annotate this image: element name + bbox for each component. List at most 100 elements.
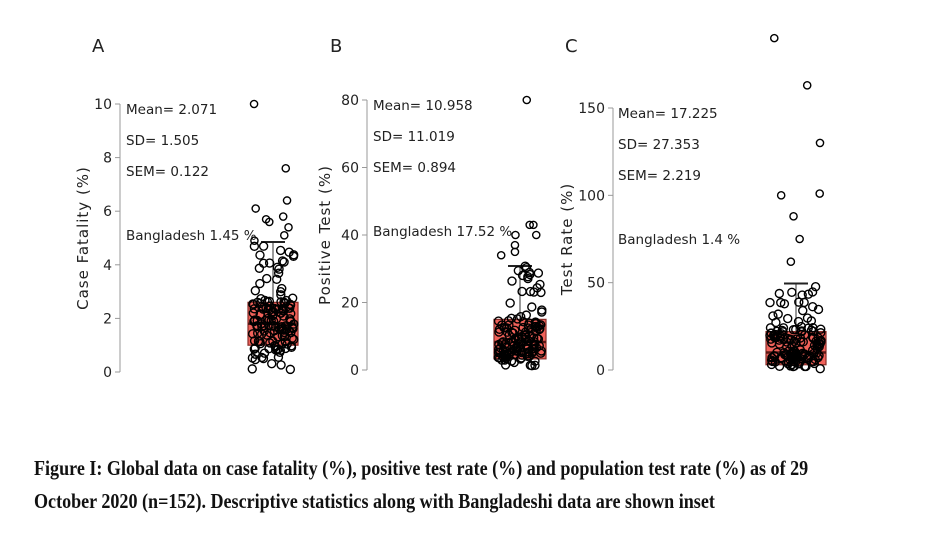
data-point xyxy=(517,270,528,281)
data-point xyxy=(247,364,257,374)
data-point xyxy=(250,354,261,365)
data-point xyxy=(265,305,275,315)
data-point xyxy=(797,290,807,300)
data-point xyxy=(249,316,259,326)
data-point xyxy=(275,245,286,256)
panel-a: A 0 2 4 6 8 10 Case Fatality (%) Mean= 2.071 SD= … xyxy=(74,36,299,381)
data-point xyxy=(267,358,277,369)
data-point xyxy=(285,316,296,327)
y-axis-label: Test Rate (%) xyxy=(558,183,576,296)
data-point xyxy=(252,328,263,338)
data-point xyxy=(782,342,792,352)
data-point xyxy=(796,327,807,337)
y-tick-label: 4 xyxy=(103,258,112,274)
stat-text: SEM= 0.894 xyxy=(373,160,456,176)
data-point xyxy=(499,322,509,333)
outlier-point xyxy=(281,164,291,173)
data-point xyxy=(279,257,289,267)
data-point xyxy=(772,330,783,340)
data-point xyxy=(533,334,544,344)
outlier-point xyxy=(282,196,292,205)
data-point xyxy=(272,274,282,284)
data-point xyxy=(286,342,297,353)
data-point xyxy=(785,334,795,344)
data-point xyxy=(787,287,797,297)
data-point xyxy=(250,285,261,296)
data-point xyxy=(274,264,284,274)
data-point xyxy=(247,329,258,339)
data-point xyxy=(796,337,806,347)
data-point xyxy=(276,290,286,300)
outlier-point xyxy=(249,99,259,109)
data-point xyxy=(773,309,783,319)
y-tick-label: 2 xyxy=(103,311,112,327)
y-tick-label: 80 xyxy=(341,93,359,109)
outlier-point xyxy=(525,220,534,230)
y-tick-label: 20 xyxy=(341,296,359,312)
outlier-point xyxy=(279,231,289,240)
y-tick-label: 150 xyxy=(578,101,605,117)
data-point xyxy=(531,319,541,329)
panel-label: B xyxy=(330,36,342,57)
data-point xyxy=(249,344,260,354)
data-point xyxy=(808,322,818,333)
data-point xyxy=(523,341,533,351)
panel-label: A xyxy=(92,36,105,57)
bangladesh-annotation: Bangladesh 17.52 % xyxy=(373,224,512,240)
data-point xyxy=(255,278,265,289)
stat-text: SEM= 2.219 xyxy=(618,168,701,184)
data-point xyxy=(263,304,273,314)
outlier-point xyxy=(802,80,812,90)
data-point xyxy=(264,258,275,268)
data-point xyxy=(287,322,298,333)
data-point xyxy=(768,311,778,321)
outlier-point xyxy=(815,189,824,198)
data-point xyxy=(807,302,818,312)
outlier-point xyxy=(776,191,786,200)
data-point xyxy=(537,305,547,315)
data-point xyxy=(783,357,794,367)
data-point xyxy=(273,268,284,278)
data-point xyxy=(500,347,510,358)
data-point xyxy=(527,361,537,371)
outlier-point xyxy=(795,234,804,244)
y-tick-label: 6 xyxy=(103,204,112,220)
panel-b: B 0 20 40 60 80 Positive Test (%) Mean= 10.958 S… xyxy=(316,36,547,379)
data-point xyxy=(255,338,266,349)
y-tick-label: 40 xyxy=(341,228,359,244)
data-point xyxy=(257,352,267,363)
data-point xyxy=(796,321,807,332)
data-point xyxy=(765,297,775,308)
data-point xyxy=(525,286,536,297)
data-point xyxy=(795,333,806,343)
data-point xyxy=(778,323,789,333)
data-point xyxy=(802,353,812,364)
data-point xyxy=(268,336,278,346)
y-tick-label: 100 xyxy=(578,188,605,204)
outlier-point xyxy=(531,230,541,240)
data-point xyxy=(288,251,299,261)
data-point xyxy=(803,289,814,299)
outlier-point xyxy=(284,222,293,232)
outlier-point xyxy=(522,95,532,105)
data-point xyxy=(812,341,822,352)
stat-text: Mean= 10.958 xyxy=(373,98,473,114)
data-point xyxy=(772,347,782,358)
outlier-point xyxy=(251,204,260,213)
data-point xyxy=(287,333,297,344)
data-point xyxy=(277,323,288,334)
outlier-point xyxy=(529,220,538,230)
y-axis-label: Case Fatality (%) xyxy=(74,166,92,310)
data-point xyxy=(813,332,823,343)
data-point xyxy=(515,337,526,347)
outlier-point xyxy=(789,211,798,221)
data-point xyxy=(806,316,817,326)
data-point xyxy=(506,313,517,324)
bangladesh-annotation: Bangladesh 1.4 % xyxy=(618,232,740,248)
y-tick-label: 0 xyxy=(350,363,359,379)
data-point xyxy=(493,316,504,326)
data-point xyxy=(515,312,526,322)
data-point xyxy=(262,273,272,284)
data-point xyxy=(783,313,793,324)
data-point xyxy=(276,360,286,370)
